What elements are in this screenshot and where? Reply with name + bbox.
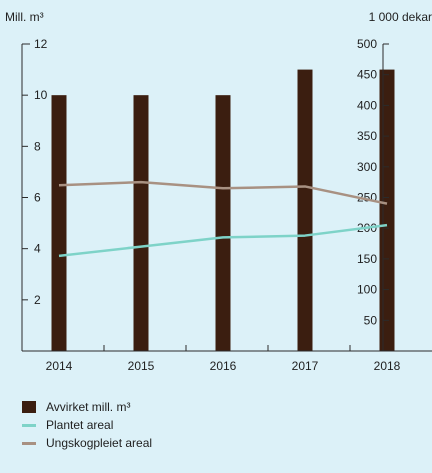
- x-tick-label-2015: 2015: [128, 359, 155, 373]
- bar-2016: [215, 95, 231, 352]
- series-line-2: [58, 180, 388, 205]
- legend-label-thinning: Ungskogpleiet areal: [46, 436, 153, 450]
- chart-svg: Mill. m³ 1 000 dekar 2468101250100150200…: [5, 10, 432, 373]
- left-tick-label-8: 8: [34, 139, 41, 153]
- legend-label-harvested: Avvirket mill. m³: [46, 400, 131, 414]
- bar-2018: [379, 69, 395, 351]
- legend-label-planted: Plantet areal: [46, 418, 114, 432]
- x-tick-label-2016: 2016: [210, 359, 237, 373]
- left-axis-unit-label: Mill. m³: [5, 10, 44, 24]
- right-tick-label-100: 100: [357, 283, 377, 297]
- right-tick-label-500: 500: [357, 37, 377, 51]
- legend-swatch-bar: [22, 401, 36, 413]
- legend-item-harvested: Avvirket mill. m³: [22, 398, 152, 416]
- bar-2014: [51, 95, 67, 352]
- right-tick-label-150: 150: [357, 252, 377, 266]
- x-tick-label-2014: 2014: [46, 359, 73, 373]
- right-tick-label-400: 400: [357, 98, 377, 112]
- x-tick-label-2017: 2017: [292, 359, 319, 373]
- legend-item-planted: Plantet areal: [22, 416, 152, 434]
- left-tick-label-2: 2: [34, 293, 41, 307]
- right-tick-label-450: 450: [357, 68, 377, 82]
- bar-2017: [297, 69, 313, 351]
- right-axis-unit-label: 1 000 dekar: [369, 10, 432, 24]
- left-tick-label-6: 6: [34, 191, 41, 205]
- left-tick-label-4: 4: [34, 242, 41, 256]
- legend-item-thinning: Ungskogpleiet areal: [22, 434, 152, 452]
- right-tick-label-300: 300: [357, 160, 377, 174]
- bar-2015: [133, 95, 149, 352]
- legend: Avvirket mill. m³ Plantet areal Ungskogp…: [22, 398, 152, 452]
- legend-swatch-planted: [22, 423, 36, 427]
- left-tick-label-10: 10: [34, 88, 48, 102]
- left-tick-label-12: 12: [34, 37, 48, 51]
- x-tick-label-2018: 2018: [374, 359, 401, 373]
- legend-swatch-thinning: [22, 441, 36, 445]
- right-tick-label-50: 50: [364, 313, 378, 327]
- series-line-1: [58, 223, 388, 258]
- right-tick-label-350: 350: [357, 129, 377, 143]
